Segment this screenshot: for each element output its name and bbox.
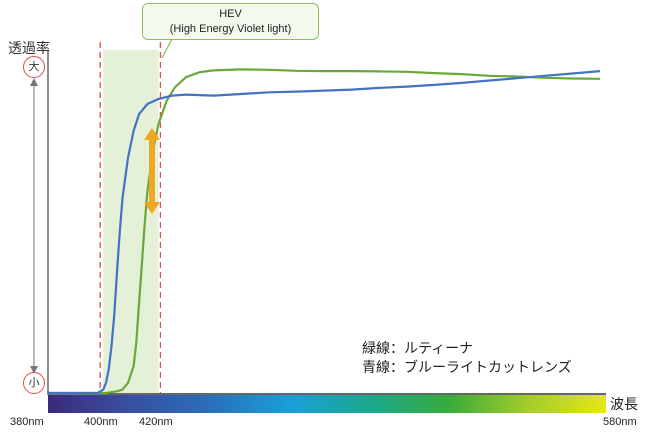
- series-line-blue: [48, 70, 601, 395]
- legend-entry-blue: 青線：ブルーライトカットレンズ: [362, 360, 572, 376]
- gap-arrow-shaft: [149, 138, 155, 204]
- gap-arrow-up-head: [144, 128, 160, 140]
- wavelength-spectrum-bar: [48, 395, 606, 413]
- y-high-marker: 大: [23, 56, 45, 78]
- hev-callout-pointer: [161, 38, 173, 59]
- legend: 緑線：ルティーナ 青線：ブルーライトカットレンズ: [362, 340, 572, 378]
- x-tick-label-380: 380nm: [10, 416, 44, 428]
- x-tick-label-580: 580nm: [603, 416, 637, 428]
- y-low-marker: 小: [23, 372, 45, 394]
- y-scale-arrow-down-head: [30, 366, 38, 374]
- hev-callout-subtitle: (High Energy Violet light): [169, 23, 292, 35]
- y-scale-arrow-up-head: [30, 78, 38, 86]
- gap-arrow-down-head: [144, 202, 160, 214]
- series-line-green: [48, 68, 601, 395]
- x-tick-label-420: 420nm: [139, 416, 173, 428]
- x-axis-title: 波長: [610, 397, 638, 413]
- x-tick-label-400: 400nm: [84, 416, 118, 428]
- y-axis-title: 透過率: [8, 40, 50, 56]
- legend-entry-green: 緑線：ルティーナ: [362, 341, 474, 357]
- hev-callout-title: HEV: [219, 8, 242, 20]
- hev-callout: HEV (High Energy Violet light): [142, 3, 319, 40]
